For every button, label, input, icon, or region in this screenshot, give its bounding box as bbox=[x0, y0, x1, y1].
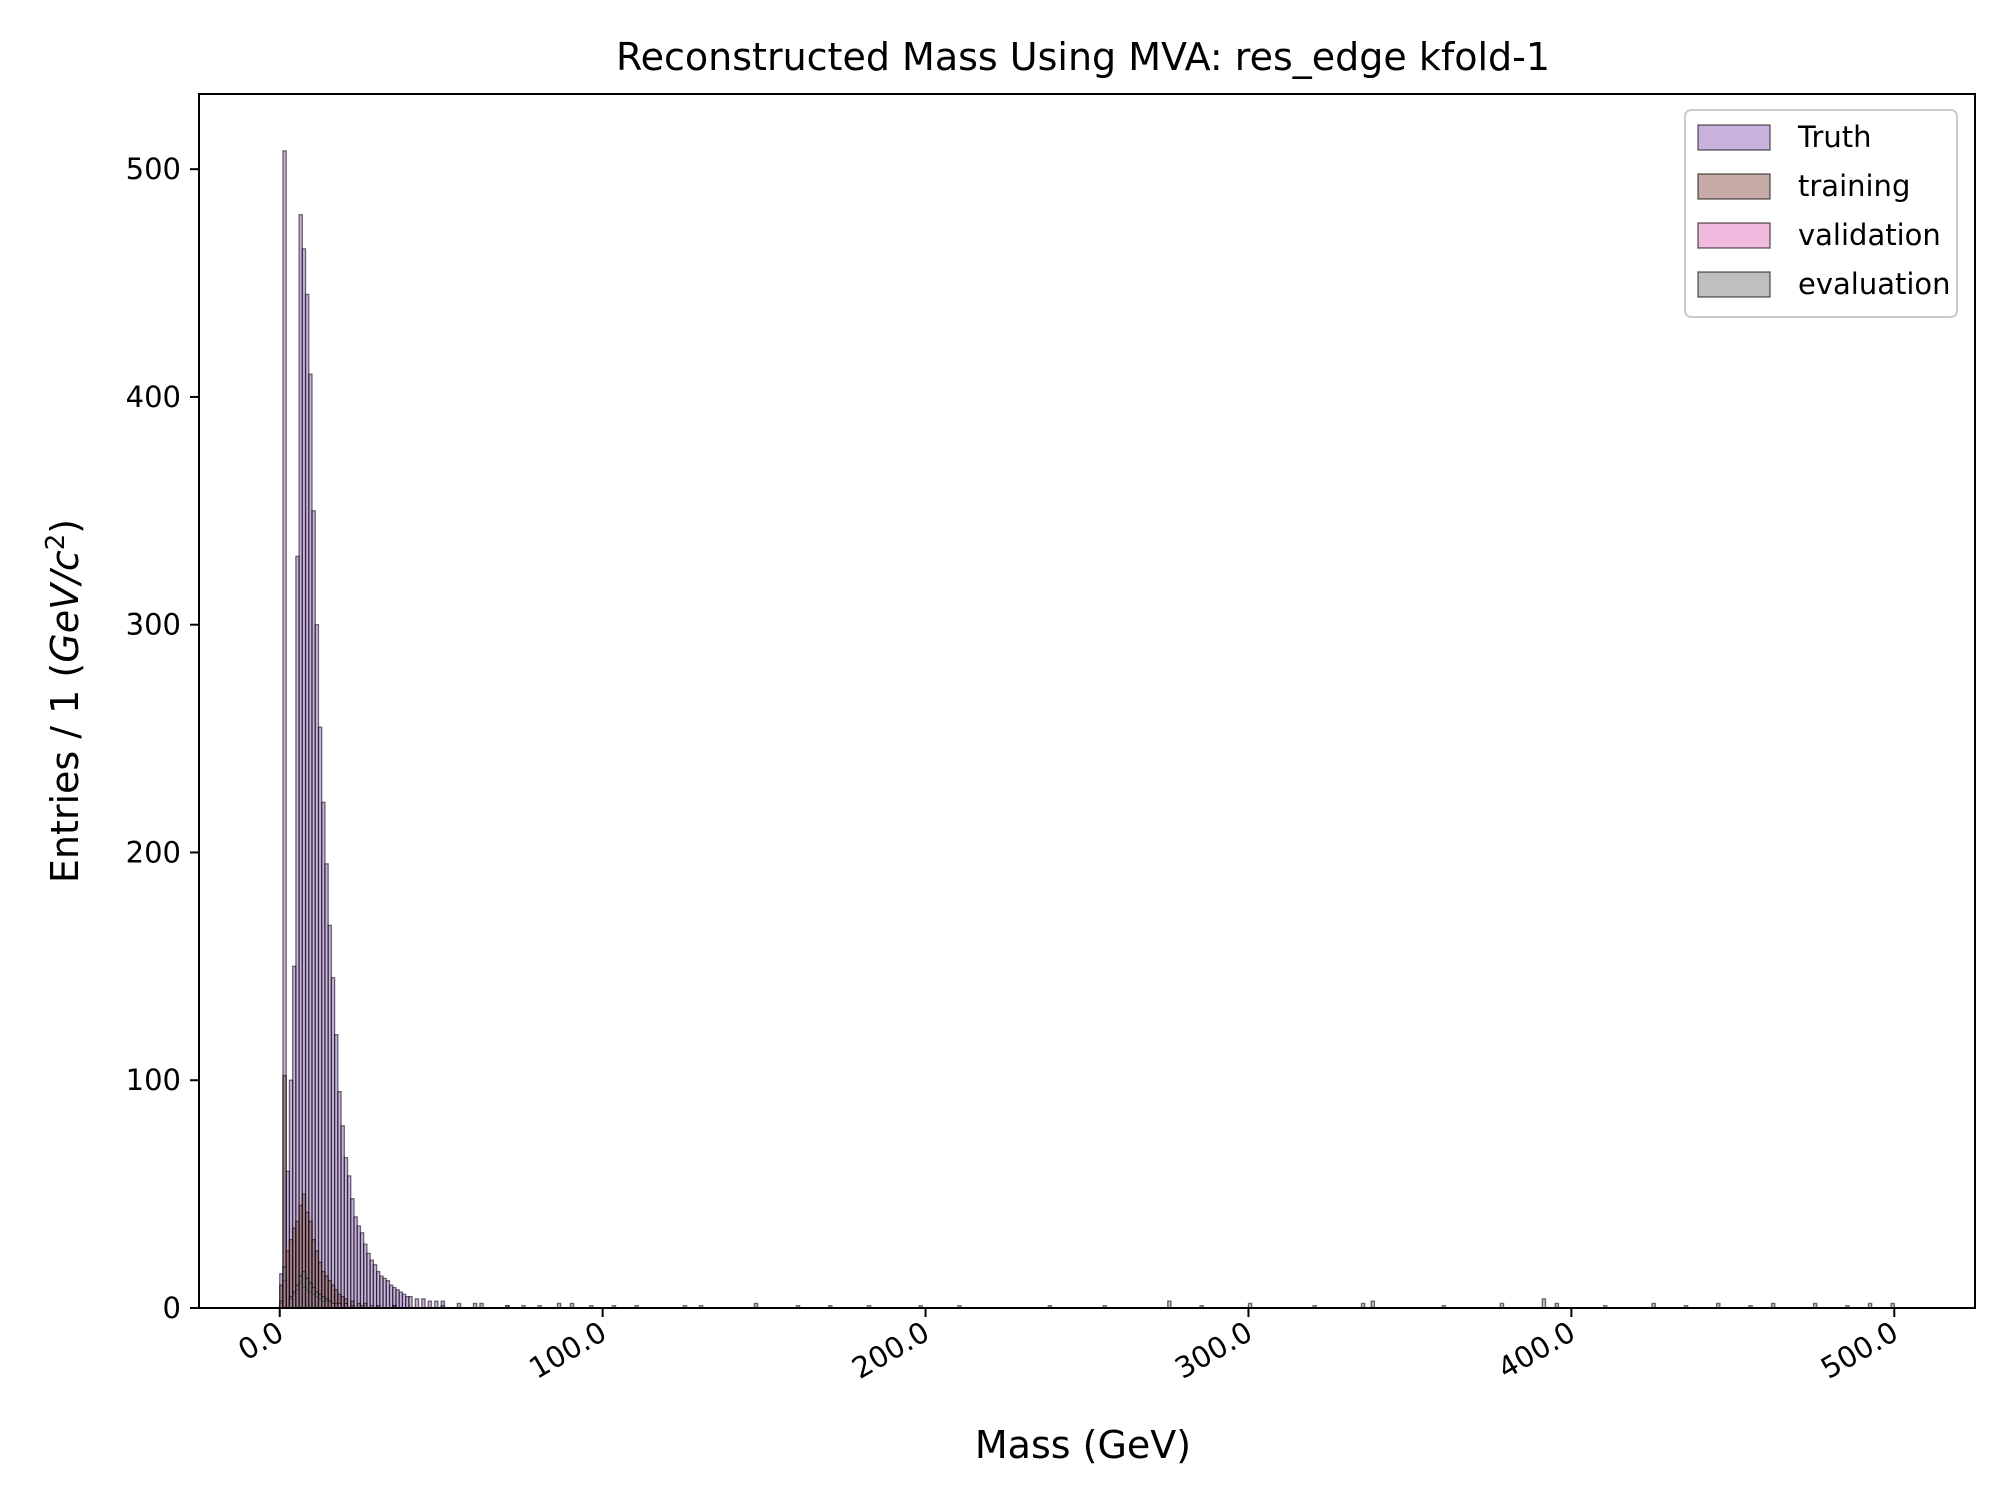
bar-truth bbox=[427, 1300, 433, 1309]
legend-label-truth: Truth bbox=[1797, 120, 1872, 154]
x-tick-label: 200.0 bbox=[846, 1315, 935, 1386]
histogram-bars bbox=[279, 150, 1895, 1309]
y-tick-label: 500 bbox=[126, 152, 181, 186]
x-tick-label: 400.0 bbox=[1492, 1315, 1581, 1386]
y-axis-label: Entries / 1 (GeV/c2) bbox=[41, 519, 87, 883]
plot-frame bbox=[198, 93, 1976, 1309]
x-tick-label: 0.0 bbox=[232, 1315, 289, 1368]
y-tick-label: 400 bbox=[126, 380, 181, 414]
bar-evaluation bbox=[1167, 1300, 1172, 1309]
y-axis-label-math: GeV/c bbox=[43, 550, 87, 663]
legend-label-evaluation: evaluation bbox=[1798, 267, 1951, 301]
y-axis-label-sup: 2 bbox=[41, 534, 71, 551]
y-tick-label: 0 bbox=[163, 1291, 181, 1325]
legend-swatch-evaluation bbox=[1697, 271, 1771, 298]
chart-title: Reconstructed Mass Using MVA: res_edge k… bbox=[616, 35, 1550, 79]
x-tick-label: 100.0 bbox=[523, 1315, 612, 1386]
legend-label-validation: validation bbox=[1798, 218, 1941, 252]
x-tick-label: 500.0 bbox=[1815, 1315, 1904, 1386]
bar-evaluation bbox=[282, 1266, 287, 1309]
y-axis-label-prefix: Entries / 1 ( bbox=[43, 663, 87, 883]
y-tick-label: 200 bbox=[126, 835, 181, 869]
bar-truth bbox=[414, 1298, 420, 1309]
bar-truth bbox=[434, 1300, 439, 1309]
y-axis: 0 100 200 300 400 500 bbox=[126, 152, 199, 1325]
y-tick-label: 100 bbox=[126, 1063, 181, 1097]
bar-evaluation bbox=[1370, 1300, 1376, 1309]
bar-evaluation bbox=[327, 1300, 333, 1309]
legend-frame bbox=[1684, 109, 1958, 318]
legend: Truth training validation evaluation bbox=[1684, 109, 1958, 318]
bar-truth bbox=[408, 1295, 413, 1309]
bar-evaluation bbox=[1541, 1298, 1547, 1309]
legend-swatch-validation bbox=[1697, 222, 1771, 249]
y-tick-label: 300 bbox=[126, 608, 181, 642]
x-axis-label: Mass (GeV) bbox=[975, 1423, 1191, 1467]
y-axis-label-suffix: ) bbox=[43, 519, 87, 534]
x-axis: 0.0 100.0 200.0 300.0 400.0 500.0 bbox=[232, 1308, 1904, 1386]
legend-swatch-truth bbox=[1697, 124, 1771, 151]
x-tick-label: 300.0 bbox=[1169, 1315, 1258, 1386]
legend-swatch-training bbox=[1697, 173, 1771, 200]
legend-label-training: training bbox=[1798, 169, 1910, 203]
bar-truth bbox=[421, 1298, 426, 1309]
